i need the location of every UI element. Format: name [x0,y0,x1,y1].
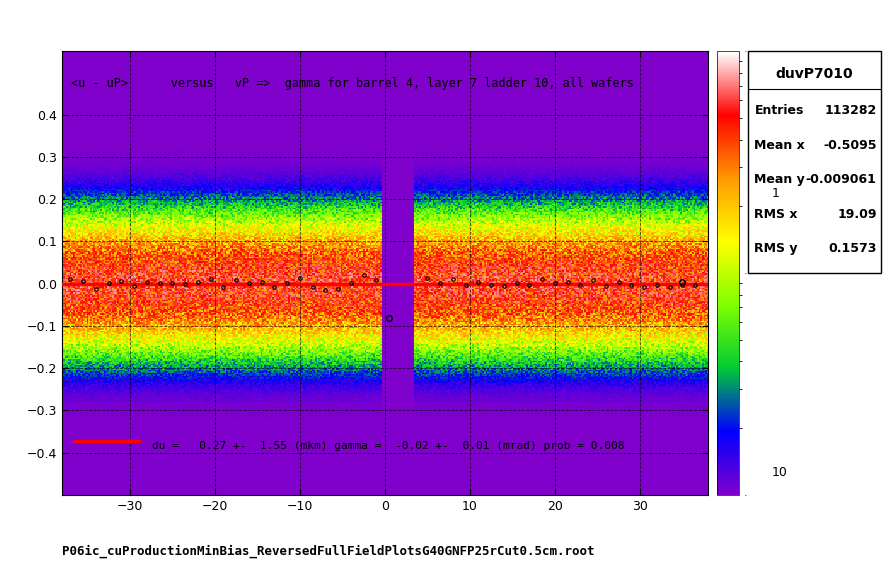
Text: 0.1573: 0.1573 [828,242,876,255]
Text: -0.5095: -0.5095 [823,139,876,152]
Text: RMS x: RMS x [754,208,798,221]
Text: 1: 1 [772,187,780,200]
Text: RMS y: RMS y [754,242,798,255]
Text: -0.009061: -0.009061 [805,174,876,186]
Text: Mean y: Mean y [754,174,805,186]
Text: P06ic_cuProductionMinBias_ReversedFullFieldPlotsG40GNFP25rCut0.5cm.root: P06ic_cuProductionMinBias_ReversedFullFi… [62,544,595,558]
Text: Mean x: Mean x [754,139,805,152]
Text: duvP7010: duvP7010 [775,67,853,81]
Text: Entries: Entries [754,105,804,117]
Text: 113282: 113282 [824,105,876,117]
Text: 19.09: 19.09 [837,208,876,221]
Text: 10: 10 [772,467,788,479]
